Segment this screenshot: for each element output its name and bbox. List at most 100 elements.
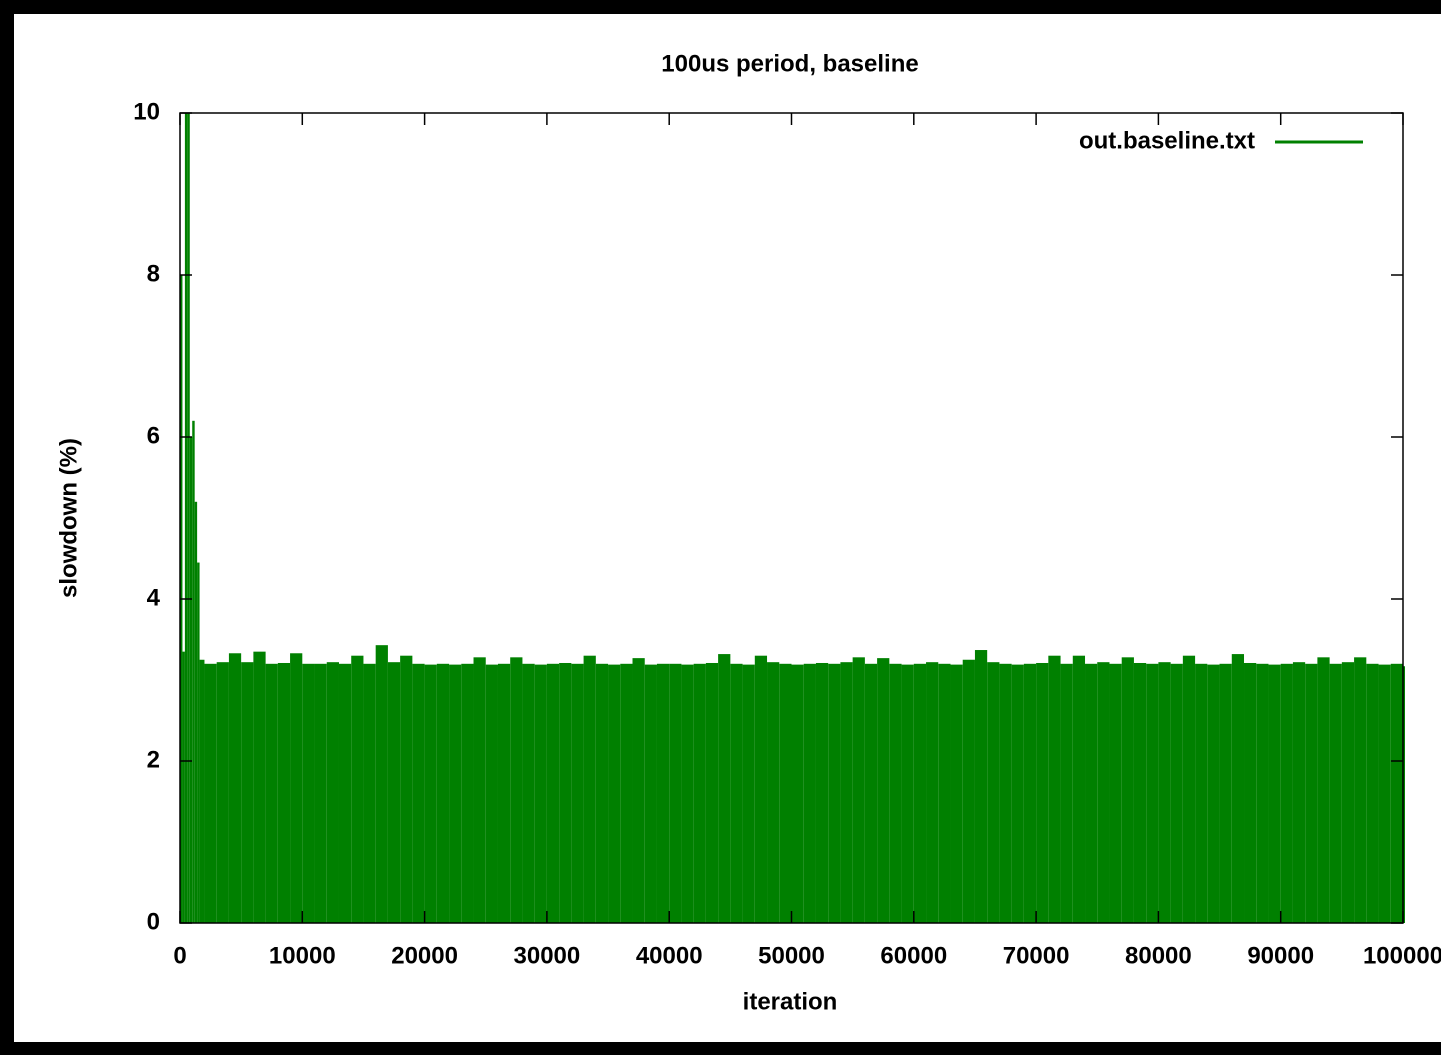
impulse xyxy=(1182,655,1196,923)
impulse xyxy=(644,664,657,923)
impulse xyxy=(412,663,425,923)
x-tick-label: 0 xyxy=(173,942,186,969)
x-tick-label: 20000 xyxy=(391,942,458,969)
impulse xyxy=(1329,663,1342,923)
impulse xyxy=(1195,663,1208,923)
impulse xyxy=(1170,663,1183,923)
impulse xyxy=(1072,655,1086,923)
impulse xyxy=(302,663,315,923)
impulse xyxy=(1390,663,1403,923)
impulse xyxy=(1366,663,1379,923)
plot-frame xyxy=(179,112,1404,924)
impulse xyxy=(485,664,498,923)
impulse xyxy=(1158,662,1171,923)
impulse xyxy=(253,651,266,923)
impulse xyxy=(265,663,278,923)
impulse xyxy=(184,113,188,923)
impulse xyxy=(351,655,364,923)
impulse xyxy=(571,663,584,923)
impulse xyxy=(473,657,486,923)
impulse xyxy=(1244,662,1257,923)
impulse xyxy=(1121,657,1134,923)
impulse xyxy=(387,662,401,923)
impulse xyxy=(559,662,572,923)
impulse xyxy=(1146,663,1159,923)
impulse xyxy=(290,653,303,923)
impulse xyxy=(791,664,804,923)
impulse xyxy=(632,658,645,923)
impulse xyxy=(228,653,242,923)
y-axis-label: slowdown (%) xyxy=(55,438,82,598)
impulse xyxy=(754,655,768,923)
impulse xyxy=(742,664,755,923)
x-tick-label: 100000 xyxy=(1363,942,1441,969)
impulse xyxy=(192,420,195,923)
impulse xyxy=(1011,664,1024,923)
impulse xyxy=(461,663,474,923)
impulse xyxy=(1085,663,1098,923)
impulse xyxy=(583,655,596,923)
impulse xyxy=(681,664,694,923)
impulse xyxy=(1048,655,1061,923)
impulse xyxy=(1219,663,1232,923)
impulse xyxy=(1207,664,1220,923)
impulse xyxy=(608,664,621,923)
y-tick-label: 2 xyxy=(147,746,160,773)
impulse xyxy=(926,662,939,923)
impulse xyxy=(595,663,609,923)
impulse xyxy=(803,663,816,923)
impulse xyxy=(1060,663,1073,923)
impulse xyxy=(1378,664,1391,923)
impulse xyxy=(889,663,902,923)
impulse xyxy=(400,655,413,923)
impulse xyxy=(522,663,535,923)
impulse xyxy=(1341,662,1355,923)
impulse xyxy=(1133,662,1147,923)
x-tick-label: 60000 xyxy=(880,942,947,969)
impulse xyxy=(779,663,792,923)
impulse xyxy=(314,663,327,923)
impulse xyxy=(1317,657,1330,923)
impulse xyxy=(962,659,975,923)
y-tick-label: 0 xyxy=(147,908,160,935)
impulse xyxy=(1403,666,1405,923)
impulse xyxy=(852,657,865,923)
impulse xyxy=(913,663,927,923)
x-tick-label: 70000 xyxy=(1003,942,1070,969)
impulse xyxy=(620,663,633,923)
impulse xyxy=(326,662,339,923)
impulse xyxy=(864,663,878,923)
impulse xyxy=(363,663,376,923)
impulse xyxy=(1280,663,1293,923)
impulse xyxy=(375,645,388,923)
y-tick-label: 8 xyxy=(147,260,160,287)
impulse xyxy=(194,501,198,923)
x-tick-label: 10000 xyxy=(269,942,336,969)
impulse xyxy=(1231,654,1245,923)
impulse xyxy=(815,662,829,923)
impulse xyxy=(1036,662,1049,923)
y-tick-label: 4 xyxy=(147,584,161,611)
impulse xyxy=(767,662,780,923)
impulse xyxy=(424,664,437,923)
impulse xyxy=(204,663,217,923)
impulse xyxy=(938,663,951,923)
impulse xyxy=(338,663,352,923)
impulse xyxy=(1292,662,1306,923)
impulse xyxy=(730,663,743,923)
impulse xyxy=(436,663,450,923)
impulse xyxy=(950,664,963,923)
impulse xyxy=(999,663,1012,923)
impulse xyxy=(656,663,670,923)
impulse xyxy=(510,657,523,923)
impulse xyxy=(1305,663,1318,923)
y-tick-label: 10 xyxy=(133,98,160,125)
impulse xyxy=(877,658,890,923)
y-tick-label: 6 xyxy=(147,422,160,449)
x-tick-label: 30000 xyxy=(514,942,581,969)
impulse xyxy=(189,437,193,923)
x-tick-label: 40000 xyxy=(636,942,703,969)
impulse xyxy=(216,662,229,923)
